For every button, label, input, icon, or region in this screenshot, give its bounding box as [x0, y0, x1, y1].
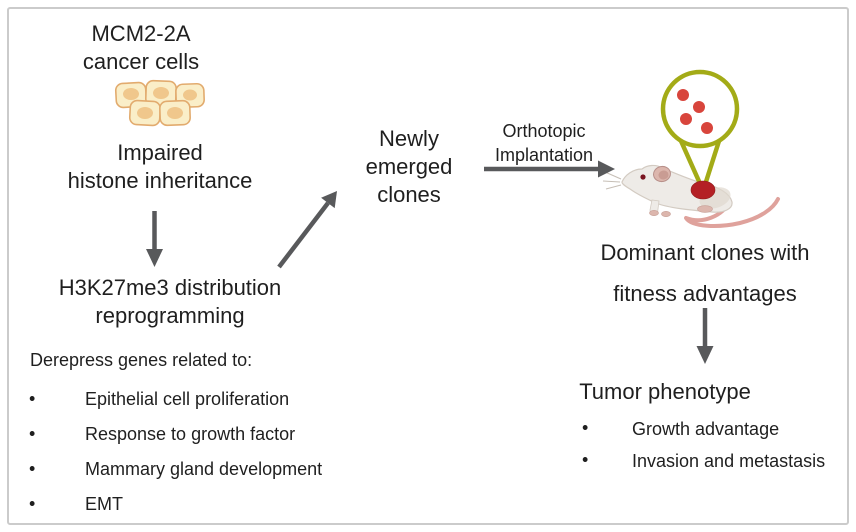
derepress-heading: Derepress genes related to:	[30, 350, 253, 370]
zoom-callout-lines	[678, 140, 722, 189]
dominant-clones-label: Dominant clones with fitness advantages	[600, 240, 810, 306]
mouse-tail	[684, 197, 780, 228]
clone-dots-icon	[677, 89, 713, 134]
arrow-down-icon	[146, 211, 163, 267]
list-item: Response to growth factor	[29, 417, 349, 452]
tumor-phenotype-list: Growth advantage Invasion and metastasis	[582, 413, 842, 477]
list-item: EMT	[29, 487, 349, 522]
list-item: Mammary gland development	[29, 452, 349, 487]
cell-line-label: MCM2-2A cancer cells	[82, 21, 200, 74]
list-item-label: Epithelial cell proliferation	[85, 389, 290, 409]
arrow-diagonal-icon	[277, 191, 337, 269]
list-item-label: Mammary gland development	[85, 459, 323, 479]
list-item: Epithelial cell proliferation	[29, 382, 349, 417]
arrow-down-right-icon	[696, 308, 714, 364]
mouse-ear	[653, 165, 671, 183]
mouse-scene	[602, 69, 780, 228]
newly-emerged-clones-label: Newly emerged clones	[365, 126, 453, 207]
list-item: Invasion and metastasis	[582, 445, 842, 477]
cancer-cells-icon	[114, 79, 205, 127]
tumor-phenotype-label: Tumor phenotype	[579, 379, 751, 404]
h3k27me3-label: H3K27me3 distribution reprogramming	[58, 275, 282, 328]
list-item-label: Response to growth factor	[85, 424, 296, 444]
mouse-whiskers	[602, 171, 622, 190]
derepressed-genes-list: Epithelial cell proliferation Response t…	[29, 382, 349, 522]
cell-nuclei	[123, 87, 197, 119]
mouse-feet	[649, 205, 713, 217]
list-item-label: Growth advantage	[632, 418, 780, 439]
orthotopic-implantation-label: Orthotopic Implantation	[494, 121, 594, 165]
mouse-eye	[640, 174, 646, 180]
list-item-label: Invasion and metastasis	[632, 450, 826, 471]
impaired-histone-label: Impaired histone inheritance	[67, 140, 253, 193]
list-item: Growth advantage	[582, 413, 842, 445]
tumor-icon	[690, 180, 716, 200]
list-item-label: EMT	[85, 494, 123, 514]
